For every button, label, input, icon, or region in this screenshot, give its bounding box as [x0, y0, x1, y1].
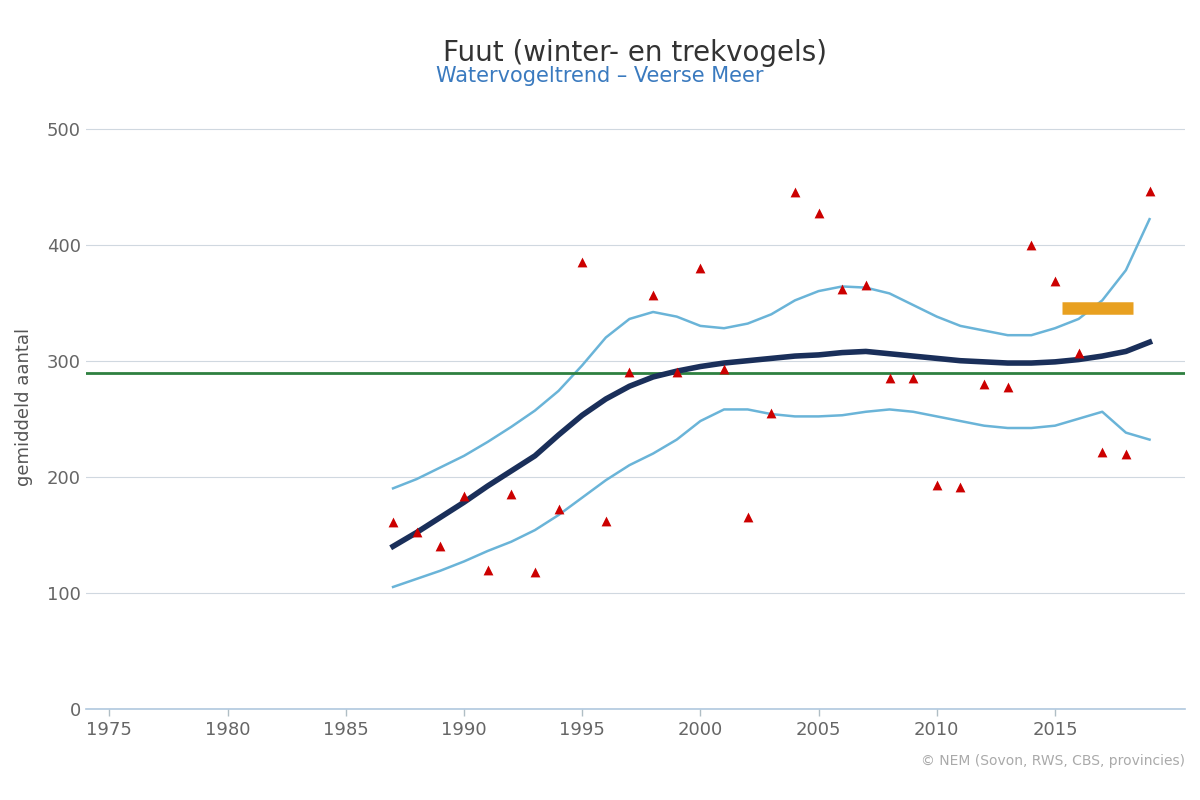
Point [1140, 185, 1159, 198]
Point [785, 186, 804, 199]
Text: Watervogeltrend – Veerse Meer: Watervogeltrend – Veerse Meer [437, 66, 763, 86]
Point [691, 262, 710, 274]
Point [714, 362, 733, 375]
Point [1045, 274, 1064, 287]
Point [384, 515, 403, 528]
Point [455, 490, 474, 503]
Point [833, 282, 852, 295]
Point [596, 514, 616, 527]
Point [548, 503, 568, 516]
Point [950, 481, 970, 494]
Point [762, 406, 781, 419]
Point [502, 488, 521, 501]
Point [526, 566, 545, 578]
Point [1093, 446, 1112, 458]
Point [904, 372, 923, 385]
Point [1069, 346, 1088, 359]
Point [407, 526, 426, 539]
Point [857, 279, 876, 292]
Point [998, 381, 1018, 394]
Title: Fuut (winter- en trekvogels): Fuut (winter- en trekvogels) [443, 39, 827, 67]
Point [1116, 447, 1135, 460]
Point [667, 366, 686, 378]
Point [880, 372, 899, 385]
Point [1021, 238, 1040, 251]
Text: © NEM (Sovon, RWS, CBS, provincies): © NEM (Sovon, RWS, CBS, provincies) [922, 754, 1186, 768]
Point [572, 256, 592, 269]
Y-axis label: gemiddeld aantal: gemiddeld aantal [14, 328, 34, 486]
Point [620, 366, 640, 378]
Point [928, 478, 947, 491]
Point [431, 540, 450, 553]
Point [643, 288, 662, 301]
Point [974, 378, 994, 390]
Point [809, 207, 828, 220]
Point [738, 511, 757, 524]
Point [478, 563, 497, 576]
